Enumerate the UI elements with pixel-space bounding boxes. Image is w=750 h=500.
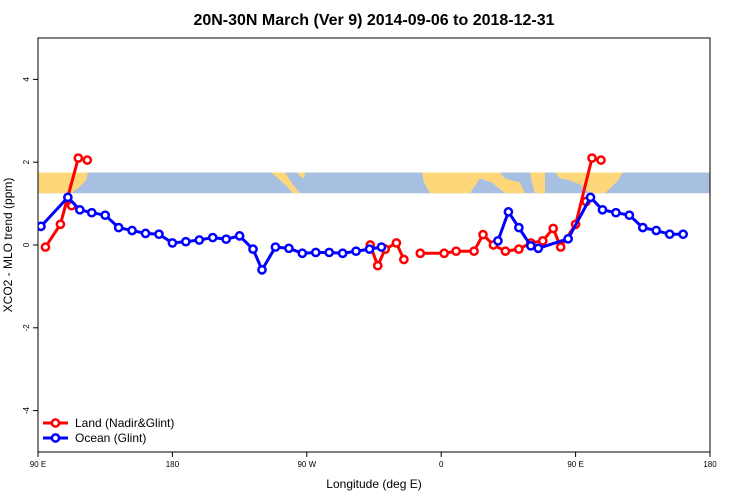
series-1-point-1-8 [611,207,621,218]
y-tick-label-1: -2 [22,324,31,332]
y-tick-label-2: 0 [22,242,31,247]
series-0-point-3-0 [415,248,426,259]
series-1-point-1-11 [651,225,662,236]
series-0-point-0-2 [73,153,84,163]
series-1-point-0-16 [257,264,267,275]
series-1-point-0-17 [270,242,281,252]
map-land-5 [555,172,623,194]
series-1-point-0-1 [63,192,73,203]
x-tick-label-5: 180 [703,460,717,469]
legend: Land (Nadir&Glint)Ocean (Glint) [43,416,174,445]
series-0-point-3-9 [537,236,548,246]
x-tick-label-0: 90 E [30,460,46,469]
series-0-point-3-14 [596,155,606,165]
series-0-point-0-1 [55,219,66,230]
series-1-line-1 [496,195,684,250]
series-0-point-3-7 [514,244,524,254]
series-1-point-0-24 [364,244,375,254]
map-land-2 [297,172,305,179]
series-1-point-0-4 [100,210,111,221]
series-1-point-0-8 [154,229,164,240]
y-tick-label-0: -4 [22,406,31,414]
series-1-point-0-15 [248,244,258,254]
series-0-point-3-1 [439,248,450,259]
series-0-point-3-3 [469,246,479,257]
series-1-point-0-6 [127,225,137,236]
x-tick-label-1: 180 [166,460,180,469]
series-1-point-0-5 [113,222,124,233]
series-1-point-1-3 [525,240,536,251]
series-0-point-2-1 [372,260,383,271]
map-land-4 [530,172,545,194]
series-0-point-3-13 [587,153,597,163]
series-1-point-0-10 [180,236,191,247]
series-1-point-1-7 [597,204,608,215]
series-0-point-0-0 [40,242,51,252]
series-1-point-1-1 [503,207,514,217]
series-0-point-2-4 [399,254,409,265]
series-1 [38,192,688,275]
series-1-point-0-2 [74,204,85,215]
series-1-point-0-22 [337,248,348,259]
series-1-point-0-12 [207,232,218,243]
series-1-point-0-7 [140,228,151,239]
series-1-point-1-2 [514,222,524,233]
series-1-point-0-0 [38,221,46,232]
series-0-line-0 [44,156,88,248]
legend-label-1: Ocean (Glint) [75,431,146,445]
series-1-point-1-10 [637,222,648,233]
map-land-3 [422,172,525,194]
series-1-point-0-9 [167,238,178,248]
y-tick-label-4: 4 [22,77,31,82]
series-1-point-1-12 [664,229,675,240]
series-1-point-0-13 [221,234,232,245]
y-axis-label: XCO2 - MLO trend (ppm) [1,178,15,313]
world-map-strip [38,172,710,194]
series-1-point-0-11 [194,235,205,245]
series-0-point-3-6 [500,246,511,257]
series-1-point-0-23 [351,246,361,257]
series-1-point-1-0 [493,236,503,246]
series-layer [38,153,688,275]
series-1-point-0-25 [376,242,387,252]
x-tick-label-3: 0 [439,460,444,469]
series-1-point-0-20 [310,247,321,258]
x-axis: 90 E 180 90 W 0 90 E 180 [30,452,717,469]
series-0-point-3-2 [451,246,461,257]
map-land-1 [271,172,300,194]
x-tick-label-2: 90 W [297,460,316,469]
series-1-point-0-18 [284,243,294,254]
x-tick-label-4: 90 E [567,460,583,469]
series-0-point-3-4 [478,229,488,240]
series-0-line-3 [420,156,602,255]
series-1-point-0-19 [297,248,308,259]
series-1-point-0-14 [234,231,245,241]
series-0-point-3-10 [548,223,559,234]
series-1-point-1-4 [533,243,544,254]
series-0-point-2-3 [391,238,402,248]
y-tick-label-3: 2 [22,159,31,164]
series-1-point-1-5 [563,233,573,244]
chart-title: 20N-30N March (Ver 9) 2014-09-06 to 2018… [193,12,554,29]
series-1-point-1-6 [585,192,596,203]
series-1-point-0-21 [324,247,335,258]
y-axis: -4 -2 0 2 4 [22,77,38,414]
series-1-point-0-3 [86,207,97,218]
map-land-0 [38,172,88,194]
series-0-point-3-11 [555,242,566,252]
legend-marker-1 [50,433,61,443]
legend-label-0: Land (Nadir&Glint) [75,416,174,430]
series-1-point-1-13 [678,229,688,240]
series-0-point-0-3 [82,155,93,165]
legend-marker-0 [50,418,61,428]
series-1-point-1-9 [624,210,635,221]
x-axis-label: Longitude (deg E) [326,477,421,491]
